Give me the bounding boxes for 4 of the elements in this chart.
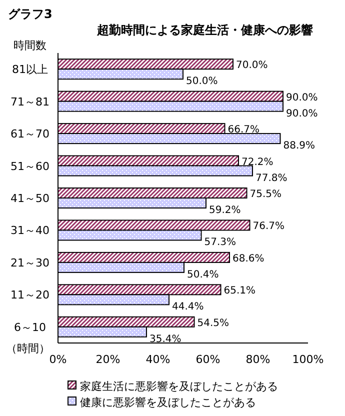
annotation: （時間） xyxy=(6,342,50,355)
ylabel: 時間数 xyxy=(14,39,46,52)
title: グラフ3 xyxy=(8,7,52,21)
subtitle: 超勤時間による家庭生活・健康への影響 xyxy=(97,23,313,37)
